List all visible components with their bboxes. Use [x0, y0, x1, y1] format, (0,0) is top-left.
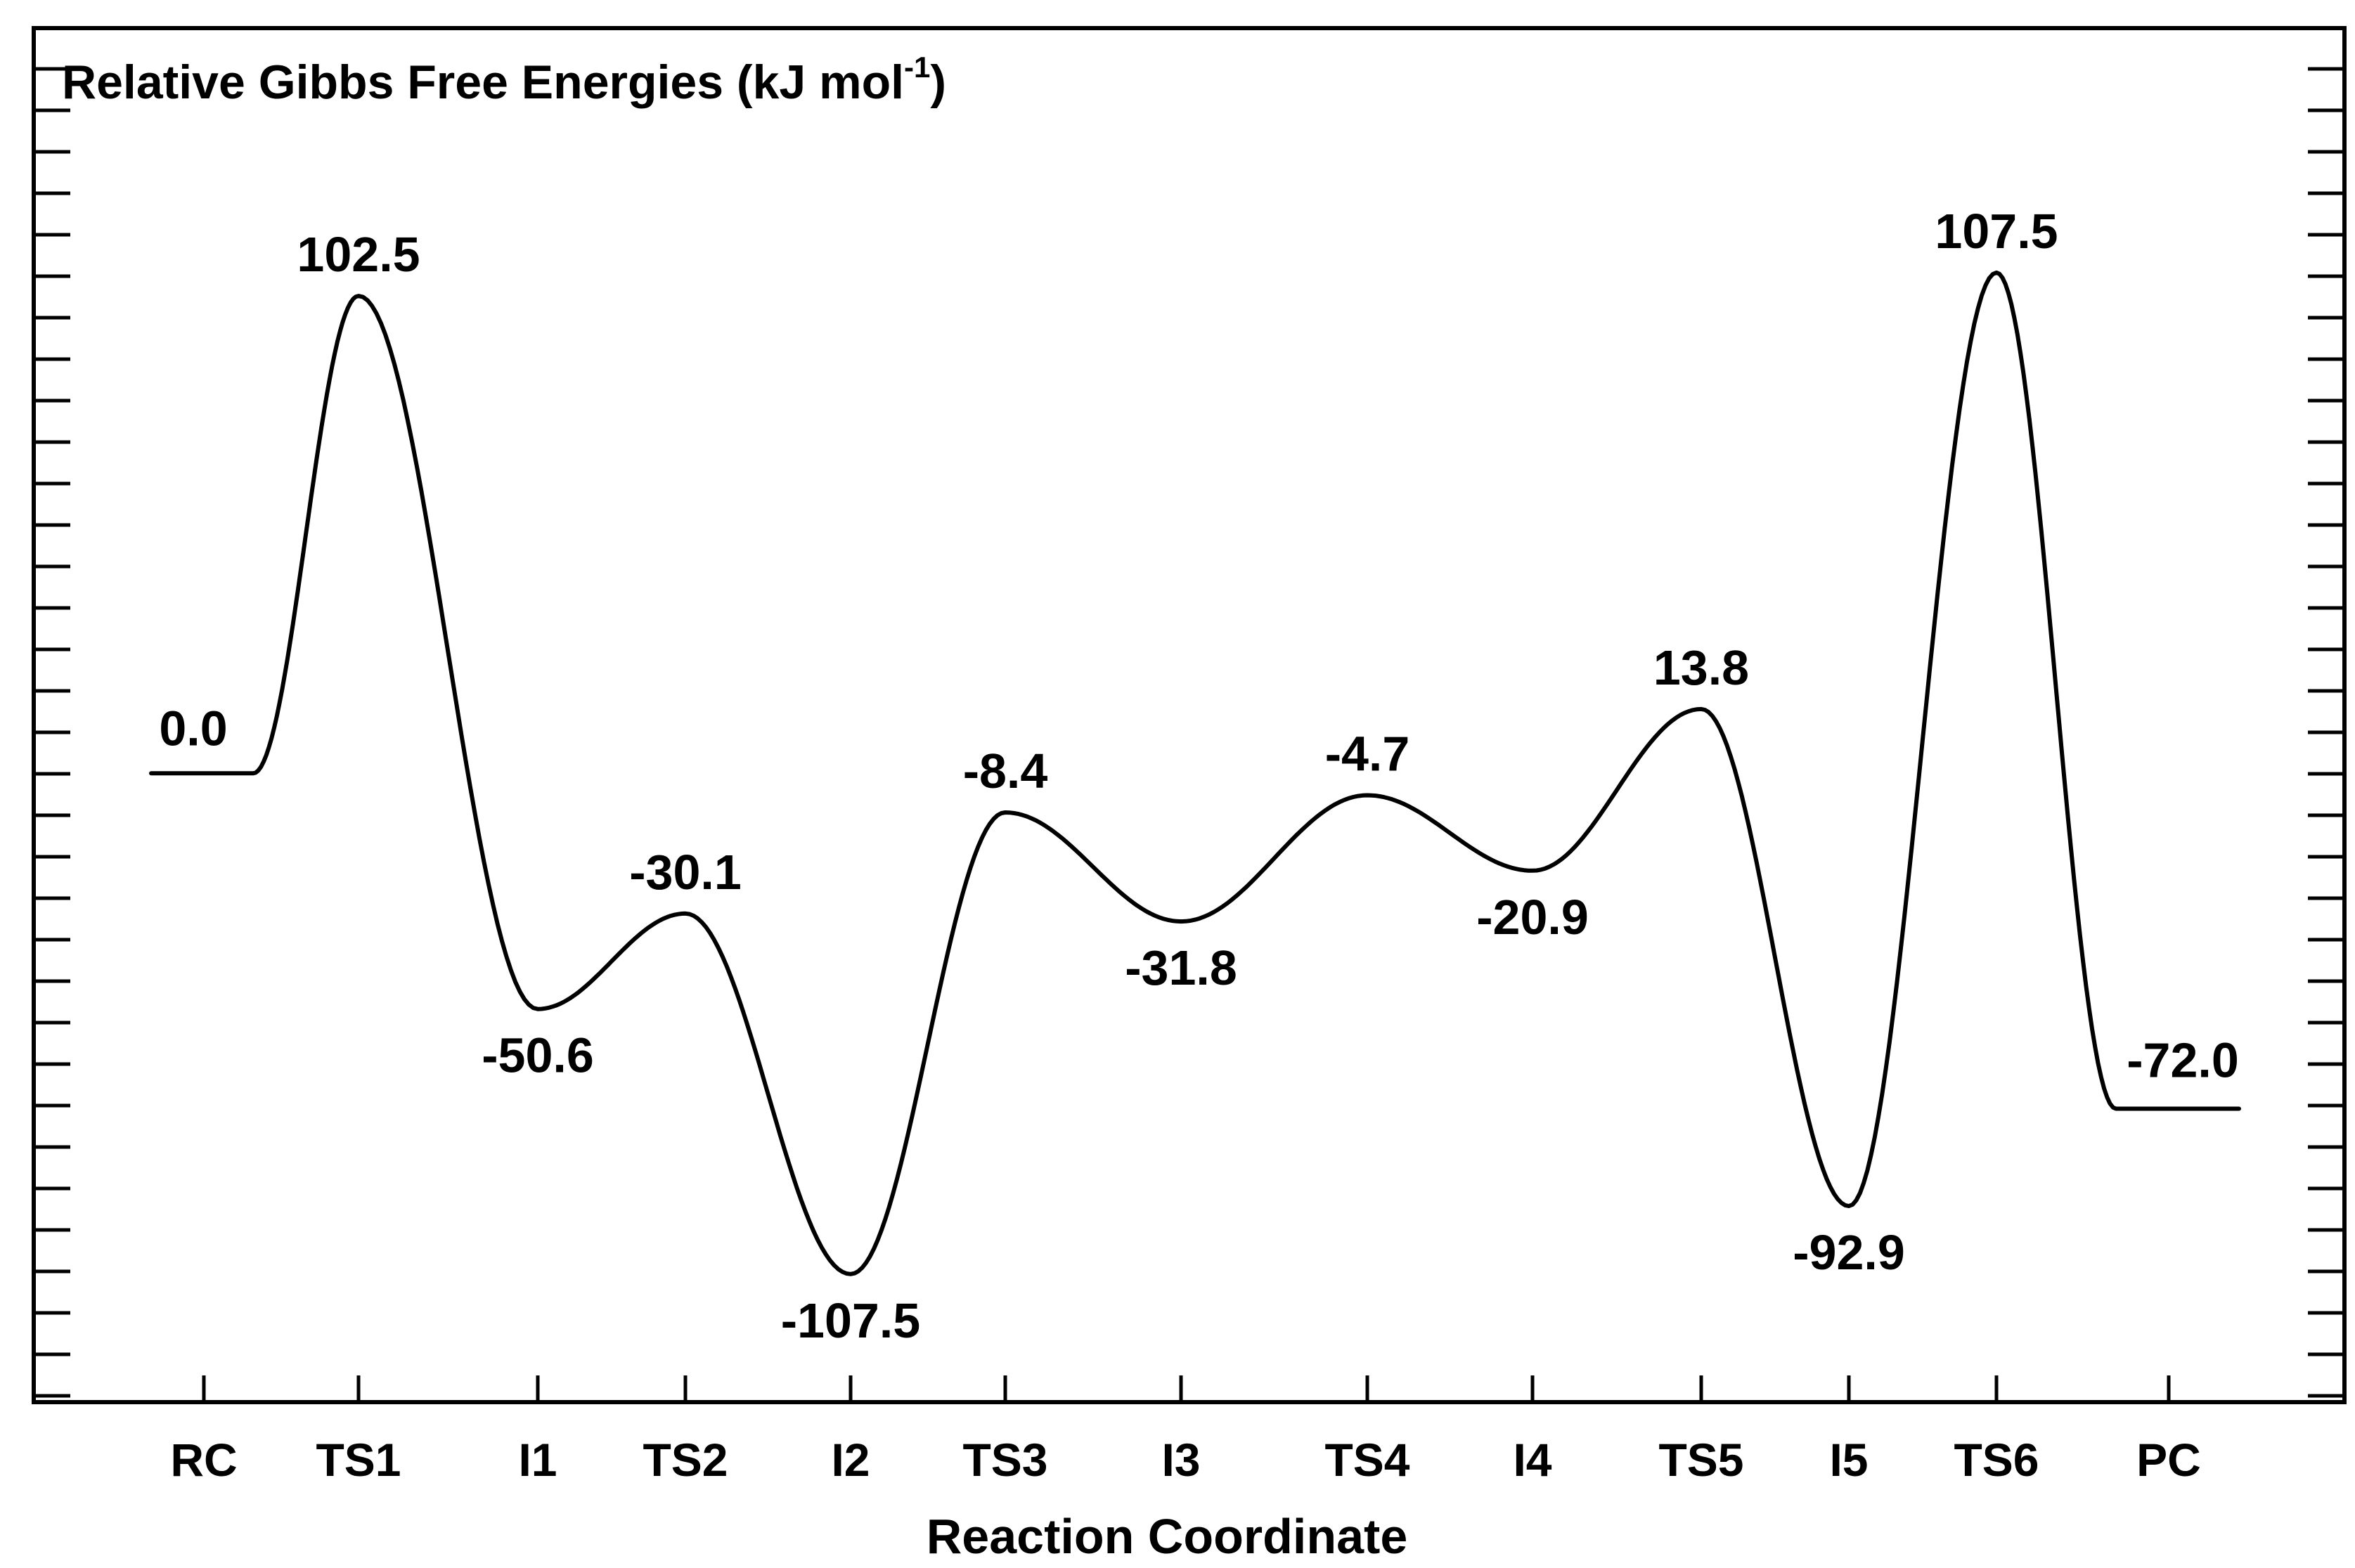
data-label-i5: -92.9 [1793, 1225, 1905, 1280]
x-tick-label-ts1: TS1 [316, 1434, 401, 1486]
data-label-i2: -107.5 [781, 1293, 920, 1348]
x-tick-label-i4: I4 [1513, 1434, 1551, 1486]
chart-title-text: Relative Gibbs Free Energies (kJ mol [62, 56, 904, 109]
chart-title: Relative Gibbs Free Energies (kJ mol-1) [62, 51, 946, 109]
data-label-i3: -31.8 [1125, 940, 1237, 995]
x-axis-label: Reaction Coordinate [927, 1509, 1408, 1564]
x-tick-labels: RC TS1 I1 TS2 I2 TS3 I3 TS4 I4 TS5 I5 TS6 PC [170, 1434, 2201, 1486]
x-tick-label-rc: RC [170, 1434, 237, 1486]
x-tick-label-pc: PC [2136, 1434, 2201, 1486]
x-tick-label-ts2: TS2 [643, 1434, 728, 1486]
data-label-i4: -20.9 [1476, 890, 1589, 945]
plot-frame [32, 26, 2347, 1404]
x-tick-label-ts4: TS4 [1324, 1434, 1409, 1486]
chart-title-superscript: -1 [904, 51, 930, 84]
x-tick-label-i2: I2 [831, 1434, 870, 1486]
data-label-ts4: -4.7 [1325, 726, 1410, 781]
y-axis-ticks [34, 67, 70, 1398]
x-tick-label-ts6: TS6 [1954, 1434, 2039, 1486]
data-label-ts1: 102.5 [297, 227, 420, 282]
data-label-pc: -72.0 [2127, 1032, 2239, 1087]
chart-title-close: ) [930, 56, 946, 109]
data-label-i1: -50.6 [482, 1028, 594, 1083]
x-axis-ticks [202, 1375, 2171, 1402]
x-tick-label-i5: I5 [1829, 1434, 1868, 1486]
data-label-ts5: 13.8 [1653, 640, 1749, 695]
x-tick-label-i1: I1 [518, 1434, 557, 1486]
x-tick-label-ts5: TS5 [1658, 1434, 1743, 1486]
data-labels: 0.0 102.5 -50.6 -30.1 -107.5 -8.4 -31.8 -4.7 -20… [159, 204, 2238, 1348]
x-tick-label-ts3: TS3 [962, 1434, 1047, 1486]
data-label-ts3: -8.4 [963, 744, 1048, 798]
energy-profile-line [149, 270, 2241, 1276]
data-label-ts6: 107.5 [1935, 204, 2058, 259]
data-label-rc: 0.0 [159, 701, 227, 756]
y-axis-ticks-right [2308, 67, 2344, 1398]
data-label-ts2: -30.1 [629, 845, 742, 900]
x-tick-label-i3: I3 [1161, 1434, 1200, 1486]
